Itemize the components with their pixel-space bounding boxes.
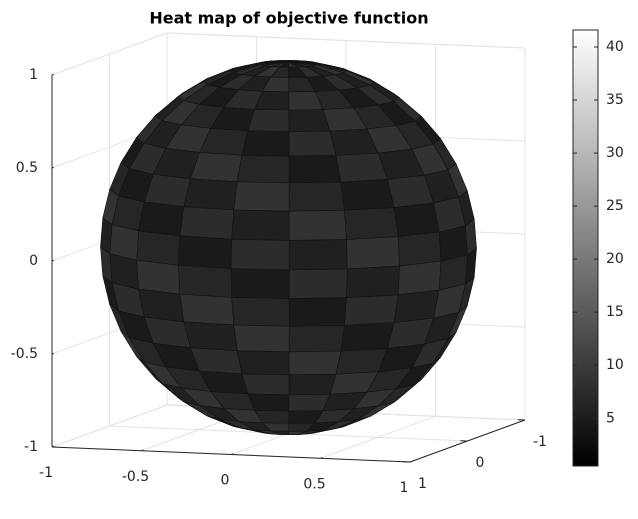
sphere-face (136, 230, 181, 266)
sphere-face (236, 154, 290, 184)
x-axis (51, 446, 411, 463)
colorbar-tick-label: 5 (606, 410, 615, 426)
sphere-face (346, 236, 400, 270)
colorbar-tick-label: 35 (606, 92, 624, 108)
sphere-face (393, 202, 440, 237)
y-axis (409, 419, 526, 463)
y-tick-label: -1 (533, 434, 547, 450)
colorbar-tick-label: 15 (606, 304, 624, 320)
tick-mark (51, 73, 54, 76)
sphere-face (288, 130, 337, 157)
colorbar-tick-label: 10 (606, 357, 624, 373)
sphere-face (288, 155, 342, 184)
sphere-face (178, 235, 233, 269)
sphere-face (179, 206, 235, 240)
sphere-face (335, 152, 388, 183)
sphere-face (288, 325, 345, 353)
chart-title: Heat map of objective function (149, 9, 428, 28)
x-tick-label: 1 (400, 480, 409, 496)
sphere-face (288, 297, 347, 327)
colorbar (572, 29, 599, 467)
z-tick-label: 0 (29, 253, 38, 269)
sphere-face (288, 239, 348, 271)
sphere-face (247, 393, 290, 412)
sphere-face (179, 293, 235, 326)
sphere-face (241, 130, 290, 157)
sphere-face (397, 260, 442, 296)
sphere-face (233, 181, 290, 212)
sphere-face (397, 231, 442, 267)
sphere-face (343, 294, 399, 326)
sphere-face (346, 265, 400, 299)
sphere-face (247, 109, 290, 133)
sphere-face (393, 289, 440, 323)
sphere-face (183, 178, 238, 211)
z-tick-label: 1 (29, 67, 38, 83)
sphere-face (288, 373, 337, 396)
x-tick-label: -0.5 (122, 469, 149, 485)
sphere-face (340, 322, 395, 352)
sphere-face (288, 350, 342, 376)
x-tick-label: 0.5 (303, 476, 325, 492)
colorbar-tick-label: 20 (606, 251, 624, 267)
sphere-face (190, 152, 243, 183)
sphere-face (230, 238, 290, 271)
sphere-face (288, 210, 347, 241)
colorbar-tick-label: 30 (606, 145, 624, 161)
z-tick-label: -1 (24, 439, 38, 455)
colorbar-tick-label: 25 (606, 198, 624, 214)
sphere-face (231, 297, 290, 327)
sphere-face (136, 259, 181, 295)
sphere-face (340, 179, 395, 211)
sphere-face (241, 373, 290, 396)
y-tick-label: 0 (476, 455, 485, 471)
grid-line (109, 54, 468, 442)
sphere-face (231, 209, 290, 241)
z-tick-label: -0.5 (11, 346, 38, 362)
sphere-face (344, 207, 399, 240)
y-tick-label: 1 (418, 476, 427, 492)
sphere-face (138, 201, 185, 237)
colorbar-tick-label: 40 (606, 39, 624, 55)
sphere-face (178, 264, 233, 298)
sphere-face (236, 350, 290, 376)
sphere-face (288, 109, 331, 133)
sphere-face (183, 321, 238, 351)
sphere-face (230, 268, 290, 299)
sphere-face (233, 324, 290, 353)
x-tick-label: -1 (39, 465, 53, 481)
sphere-face (288, 393, 331, 412)
x-tick-label: 0 (221, 473, 230, 489)
sphere-face (288, 181, 345, 212)
sphere-face (288, 268, 348, 299)
z-tick-label: 0.5 (16, 160, 38, 176)
